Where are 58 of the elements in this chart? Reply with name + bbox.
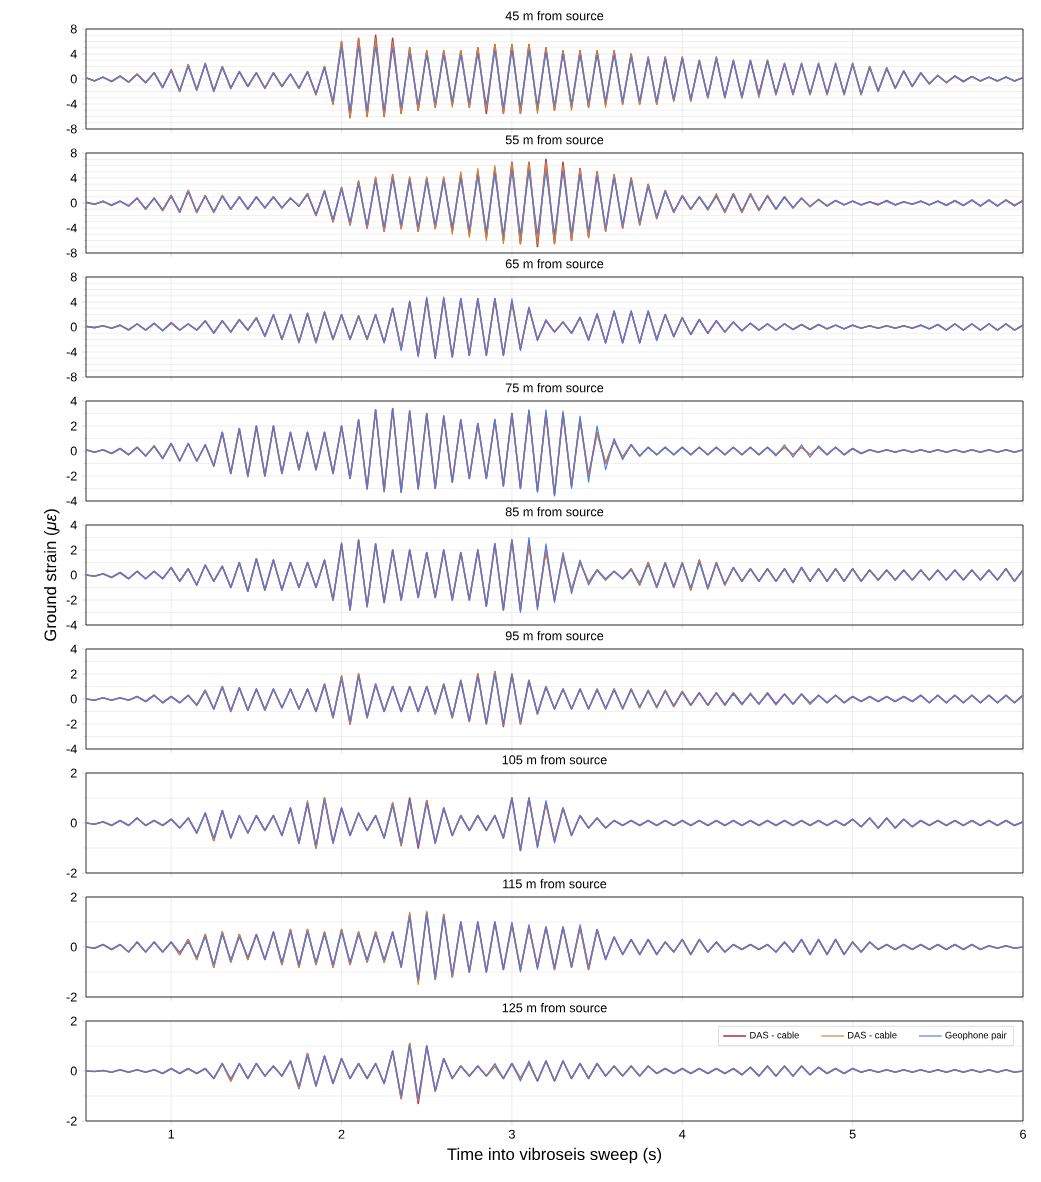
chart-title: 125 m from source xyxy=(502,1003,607,1013)
legend-label: Geophone pair xyxy=(945,1031,1007,1041)
x-tick-label: 4 xyxy=(679,1129,686,1139)
x-tick-label: 2 xyxy=(338,1129,345,1139)
y-tick-label: -2 xyxy=(66,719,77,729)
legend-label: DAS - cable xyxy=(848,1031,897,1039)
y-tick-label: -8 xyxy=(66,124,77,134)
x-tick-label: 5 xyxy=(849,1129,856,1139)
chart-title: 115 m from source xyxy=(503,878,607,889)
y-tick-label: -4 xyxy=(66,223,77,233)
y-tick-label: 0 xyxy=(70,446,77,456)
y-tick-label: 4 xyxy=(70,644,77,654)
y-tick-label: -2 xyxy=(66,595,77,605)
y-tick-label: 2 xyxy=(70,545,77,555)
y-tick-label: 0 xyxy=(70,322,77,332)
y-tick-label: -2 xyxy=(66,1116,77,1126)
x-axis-title: Time into vibroseis sweep (s) xyxy=(447,1147,662,1164)
y-tick-label: 8 xyxy=(70,148,77,158)
y-tick-label: -2 xyxy=(66,471,77,481)
chart-title: 105 m from source xyxy=(502,754,607,765)
x-tick-label: 1 xyxy=(168,1129,175,1139)
y-tick-label: 4 xyxy=(70,396,77,406)
y-tick-label: -4 xyxy=(66,744,77,754)
chart-title: 55 m from source xyxy=(505,134,604,145)
y-tick-label: 2 xyxy=(70,1016,77,1026)
legend-label: DAS - cable xyxy=(750,1031,799,1039)
y-tick-label: 0 xyxy=(70,818,77,828)
x-tick-label: 3 xyxy=(508,1129,515,1139)
chart-title: 95 m from source xyxy=(505,631,604,641)
y-tick-label: -4 xyxy=(66,620,77,630)
y-tick-label: 4 xyxy=(70,297,77,307)
y-tick-label: 8 xyxy=(70,272,77,282)
y-tick-label: 8 xyxy=(70,24,77,34)
chart-title: 85 m from source xyxy=(505,506,604,517)
y-tick-label: -2 xyxy=(66,868,77,878)
y-tick-label: 0 xyxy=(70,198,77,208)
y-tick-label: 4 xyxy=(70,173,77,183)
y-tick-label: 2 xyxy=(70,669,77,679)
y-tick-label: 2 xyxy=(70,768,77,778)
y-tick-label: -4 xyxy=(66,347,77,357)
x-tick-label: 6 xyxy=(1020,1129,1026,1139)
chart-title: 65 m from source xyxy=(505,258,604,269)
y-tick-label: 4 xyxy=(70,520,77,530)
y-tick-label: 0 xyxy=(70,74,77,84)
y-tick-label: -4 xyxy=(66,99,77,109)
chart-title: 75 m from source xyxy=(505,382,604,393)
y-tick-label: 2 xyxy=(70,892,77,902)
y-tick-label: -8 xyxy=(66,248,77,258)
y-tick-label: 0 xyxy=(70,1066,77,1076)
y-tick-label: -4 xyxy=(66,496,77,506)
y-tick-label: 0 xyxy=(70,942,77,952)
y-tick-label: 2 xyxy=(70,421,77,431)
chart-title: 45 m from source xyxy=(505,10,604,21)
y-tick-label: 0 xyxy=(70,694,77,704)
y-tick-label: -2 xyxy=(66,992,77,1002)
y-tick-label: -8 xyxy=(66,372,77,382)
y-tick-label: 0 xyxy=(70,570,77,580)
y-tick-label: 4 xyxy=(70,49,77,59)
